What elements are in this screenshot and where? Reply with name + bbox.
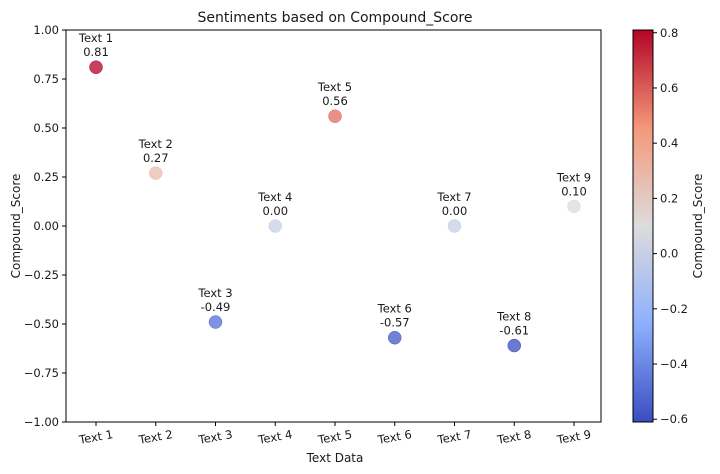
data-point <box>208 315 223 329</box>
point-value-label: 0.27 <box>143 151 169 165</box>
point-category-label: Text 3 <box>197 286 232 300</box>
point-value-label: 0.10 <box>561 184 587 198</box>
point-category-label: Text 4 <box>257 190 292 204</box>
y-tick-label: 1.00 <box>33 23 59 37</box>
point-value-label: -0.61 <box>499 324 529 338</box>
y-tick-label: 0.50 <box>33 121 59 135</box>
data-point <box>567 199 581 214</box>
x-tick-label: Text 1 <box>77 427 114 447</box>
data-point <box>328 109 342 123</box>
colorbar-ticks: 0.8 0.6 0.4 0.2 0.0 −0.2 −0.4 −0.6 <box>653 26 688 426</box>
point-category-label: Text 6 <box>377 302 412 316</box>
point-category-label: Text 9 <box>556 170 591 184</box>
x-tick-label: Text 6 <box>376 427 413 447</box>
x-tick-label: Text 7 <box>435 427 472 447</box>
y-axis: 1.00 0.75 0.50 0.25 0.00 −0.25 −0.50 −0.75 −1.00 <box>24 23 66 429</box>
x-tick-label: Text 3 <box>196 427 233 447</box>
point-category-label: Text 7 <box>436 190 471 204</box>
point-value-label: -0.57 <box>380 316 410 330</box>
colorbar-label: Compound_Score <box>691 174 705 279</box>
data-point <box>447 219 462 233</box>
point-value-label: 0.56 <box>322 94 348 108</box>
colorbar-tick-label: −0.4 <box>660 357 688 371</box>
point-value-label: 0.81 <box>83 45 109 59</box>
x-tick-label: Text 2 <box>137 427 174 447</box>
y-axis-label: Compound_Score <box>9 174 23 279</box>
x-tick-label: Text 5 <box>316 427 353 447</box>
colorbar-tick-label: −0.6 <box>660 412 688 426</box>
data-point <box>388 330 402 345</box>
point-category-label: Text 1 <box>78 31 113 45</box>
point-value-label: -0.49 <box>201 300 231 314</box>
colorbar-tick-label: 0.2 <box>660 191 678 205</box>
chart-title: Sentiments based on Compound_Score <box>198 10 473 26</box>
colorbar-tick-label: 0.6 <box>660 81 678 95</box>
data-point <box>149 166 163 180</box>
x-axis: Text 1 Text 2 Text 3 Text 4 Text 5 Text 6 Text… <box>77 422 592 447</box>
y-tick-label: −0.75 <box>24 366 59 380</box>
colorbar-tick-label: 0.8 <box>660 26 678 40</box>
y-tick-label: 0.00 <box>33 219 59 233</box>
y-tick-label: −0.50 <box>24 317 59 331</box>
colorbar-tick-label: 0.0 <box>660 247 678 261</box>
point-category-label: Text 2 <box>138 137 173 151</box>
data-point <box>268 219 282 233</box>
point-category-label: Text 8 <box>496 310 531 324</box>
x-tick-label: Text 8 <box>495 427 532 447</box>
x-tick-label: Text 4 <box>256 427 293 447</box>
colorbar <box>632 29 654 423</box>
colorbar-tick-label: −0.2 <box>660 302 688 316</box>
y-tick-label: 0.75 <box>33 72 59 86</box>
data-point <box>89 60 103 74</box>
y-tick-label: 0.25 <box>33 170 59 184</box>
x-tick-label: Text 9 <box>555 427 592 447</box>
x-axis-label: Text Data <box>306 451 364 465</box>
point-value-label: 0.00 <box>262 204 288 218</box>
colorbar-tick-label: 0.4 <box>660 136 678 150</box>
point-category-label: Text 5 <box>317 80 352 94</box>
data-point <box>507 338 521 353</box>
y-tick-label: −0.25 <box>24 268 59 282</box>
point-value-label: 0.00 <box>442 204 468 218</box>
y-tick-label: −1.00 <box>24 415 59 429</box>
